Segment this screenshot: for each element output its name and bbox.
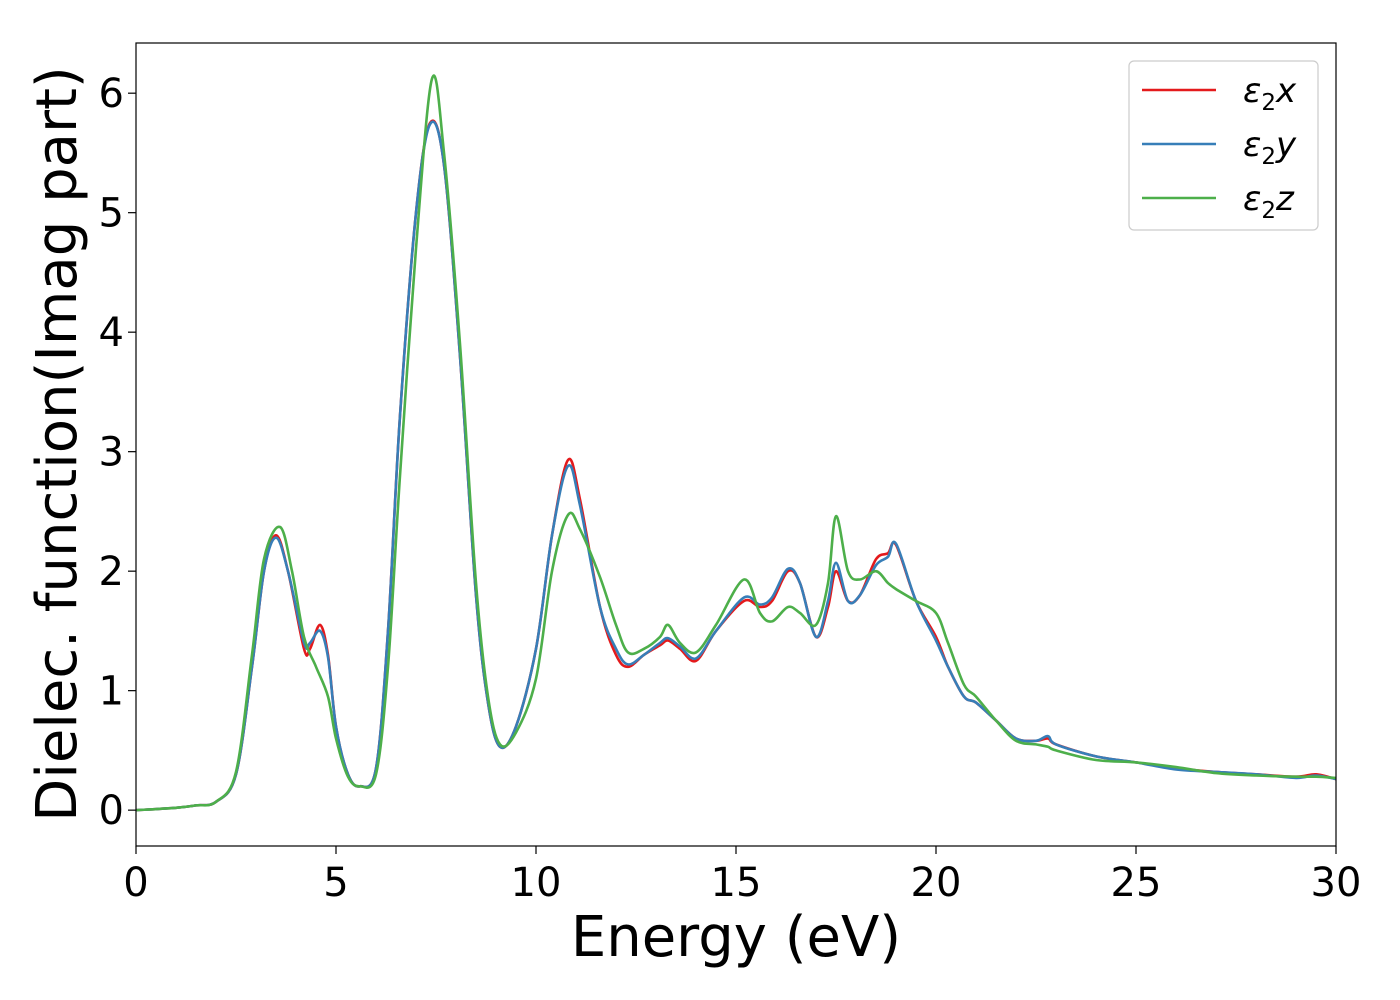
- x-tick-label: 25: [1111, 860, 1162, 906]
- y-tick-label: 0: [99, 788, 124, 834]
- y-tick-label: 3: [99, 430, 124, 476]
- x-tick-label: 30: [1311, 860, 1362, 906]
- x-axis-ticks: 0 5 10 15 20 25 30: [123, 846, 1361, 906]
- x-tick-label: 0: [123, 860, 148, 906]
- x-tick-label: 15: [711, 860, 762, 906]
- legend-label-y: ε2y: [1243, 125, 1297, 170]
- legend-label-z: ε2z: [1243, 179, 1295, 224]
- y-axis-title: Dielec. function(Imag part): [25, 66, 90, 822]
- series-line-y: [135, 120, 1337, 812]
- y-axis-ticks: 0 1 2 3 4 5 6: [99, 71, 136, 834]
- y-tick-label: 2: [99, 549, 124, 595]
- x-axis-title: Energy (eV): [571, 905, 901, 970]
- x-tick-label: 20: [911, 860, 962, 906]
- x-tick-label: 5: [323, 860, 348, 906]
- x-tick-label: 10: [511, 860, 562, 906]
- legend: ε2x ε2y ε2z: [1128, 60, 1319, 231]
- series-line-z: [135, 74, 1337, 812]
- y-tick-label: 6: [99, 71, 124, 117]
- y-tick-label: 5: [99, 191, 124, 237]
- y-tick-label: 4: [99, 310, 124, 356]
- legend-box: [1128, 60, 1319, 231]
- series-layer: [135, 74, 1337, 812]
- legend-label-x: ε2x: [1243, 71, 1297, 116]
- y-tick-label: 1: [99, 669, 124, 715]
